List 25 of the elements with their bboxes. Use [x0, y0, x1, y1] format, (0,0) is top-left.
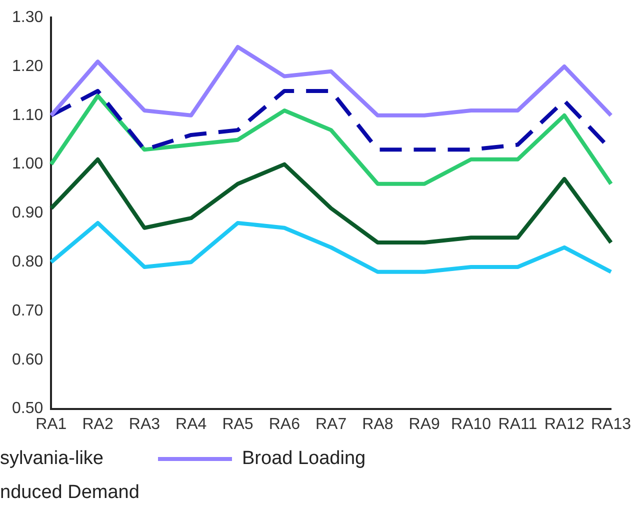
x-tick-label: RA7 [316, 416, 347, 433]
x-tick-label: RA10 [451, 416, 492, 433]
x-tick-label: RA1 [36, 416, 67, 433]
y-tick-label: 0.80 [12, 254, 44, 271]
x-tick-label: RA13 [590, 416, 632, 433]
y-tick-label: 1.30 [12, 9, 44, 26]
text: nduced Demand [0, 482, 140, 504]
x-tick-label: RA2 [82, 416, 114, 433]
y-tick-label: 1.20 [12, 58, 44, 75]
y-tick-label: 1.00 [12, 156, 44, 173]
x-tick-label: RA9 [408, 416, 440, 433]
y-tick-label: 0.90 [12, 204, 44, 222]
x-tick-label: RA8 [362, 416, 394, 433]
y-tick-label: 1.10 [12, 106, 44, 124]
x-tick-label: RA4 [176, 416, 207, 433]
text: sylvania-like [0, 448, 104, 470]
y-tick-label: 0.60 [12, 351, 44, 368]
y-tick-label: 0.70 [12, 302, 44, 320]
legend-label: Broad Loading [242, 448, 366, 470]
y-tick-label: 0.50 [12, 400, 44, 418]
x-tick-label: RA11 [498, 416, 538, 433]
x-tick-label: RA12 [544, 416, 584, 433]
x-tick-label: RA3 [128, 416, 160, 433]
x-tick-label: RA5 [222, 416, 254, 433]
x-tick-label: RA6 [268, 416, 300, 433]
